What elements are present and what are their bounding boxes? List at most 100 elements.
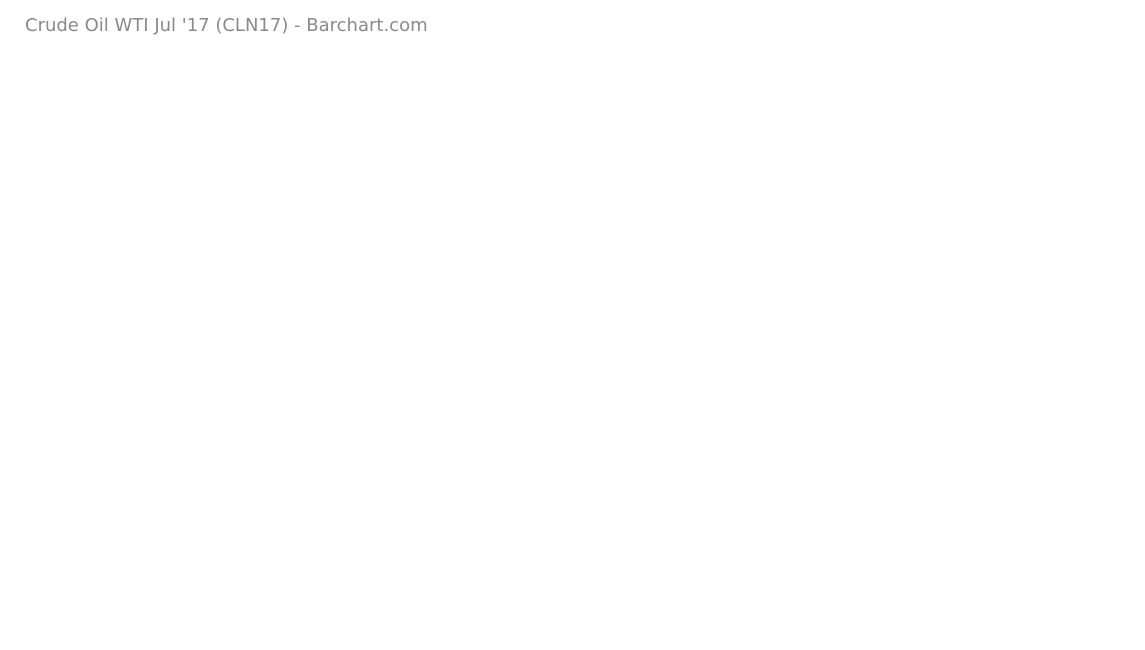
volume-bar [494, 575, 501, 588]
volume-bar [248, 583, 254, 588]
candle-body [859, 113, 867, 125]
candle-body [740, 239, 748, 248]
candle [1089, 190, 1096, 224]
candle-body [86, 142, 93, 232]
volume-bar [919, 557, 926, 588]
candle-body [604, 106, 612, 132]
candle-body [383, 87, 391, 94]
candle [341, 59, 348, 91]
candle-body [69, 192, 76, 229]
volume-bar [205, 582, 212, 588]
candle [1063, 221, 1071, 248]
candle-body [944, 213, 952, 225]
price-tick-label: 55.00 [1109, 89, 1141, 102]
price-tick-label: 57.50 [1109, 30, 1141, 43]
candle [468, 104, 476, 132]
candle [511, 81, 518, 110]
volume-bar [707, 570, 713, 588]
candle [842, 119, 850, 146]
candle-body [188, 80, 195, 106]
candle-body [26, 218, 34, 234]
volume-bar [256, 584, 263, 588]
candle [222, 71, 229, 91]
volume-tick-label: 0K [1126, 582, 1141, 595]
volume-bar [962, 547, 968, 588]
volume-bar [486, 574, 492, 588]
candle [655, 187, 663, 222]
candle [672, 211, 680, 248]
volume-bar [180, 581, 186, 588]
candle-body [307, 85, 314, 113]
candle-body [171, 78, 178, 106]
candle [409, 78, 416, 108]
candle-body [672, 218, 680, 234]
volume-bar [112, 583, 118, 588]
candle [562, 95, 569, 117]
candle [502, 83, 510, 113]
candle-body [834, 139, 841, 153]
volume-bar [384, 581, 390, 588]
volume-bar [435, 580, 441, 588]
candle [766, 225, 773, 245]
candle [681, 206, 688, 222]
volume-bar [928, 557, 934, 588]
candle-body [723, 236, 731, 240]
volume-bar [979, 525, 985, 588]
last-price-badge [1102, 190, 1142, 207]
candle-body [281, 40, 289, 51]
candle [587, 90, 595, 105]
candle [171, 74, 178, 110]
price-tick-label: 50.00 [1109, 208, 1141, 221]
volume-bar [545, 574, 552, 588]
volume-bar [630, 578, 637, 588]
volume-bar [95, 581, 101, 588]
volume-bar [324, 582, 331, 588]
candle [111, 81, 119, 117]
candle-body [987, 251, 994, 265]
candle [859, 109, 867, 129]
candle-body [1038, 258, 1045, 270]
candle-body [298, 40, 306, 82]
volume-bar [868, 572, 875, 588]
candle [834, 135, 841, 158]
volume-bar [902, 552, 909, 588]
candle [94, 104, 102, 155]
candle [893, 123, 901, 143]
candle [732, 230, 739, 253]
volume-bar [61, 584, 67, 588]
candle [638, 116, 646, 181]
volume-bar [749, 576, 756, 588]
candle [902, 133, 909, 196]
candle-body [60, 175, 68, 217]
candle [77, 199, 85, 245]
candle [910, 176, 918, 203]
volume-bar [1072, 418, 1079, 588]
candle-body [570, 90, 578, 108]
candle [1080, 211, 1088, 250]
volume-bar [715, 577, 722, 588]
volume-bar [333, 583, 339, 588]
candle-body [332, 61, 340, 80]
candle-body [536, 104, 544, 111]
candle-body [460, 78, 467, 108]
volume-bar [10, 585, 16, 588]
candle [290, 33, 297, 51]
candle-body [579, 94, 586, 101]
last-volume-label: 621K [1110, 413, 1139, 426]
candle [995, 259, 1003, 319]
candle-body [341, 75, 348, 85]
candle-body [978, 246, 986, 258]
candle [621, 104, 629, 122]
price-panel-frame [7, 9, 1099, 393]
candle [919, 190, 926, 224]
candle-body [94, 111, 102, 153]
x-tick-label: 6. Mar [609, 597, 644, 610]
volume-bar [724, 572, 730, 588]
candle-body [162, 61, 170, 73]
volume-bar [766, 571, 773, 588]
candle-body [256, 37, 263, 47]
volume-bar [409, 581, 416, 588]
volume-bar [460, 579, 467, 588]
candle-body [324, 61, 331, 87]
volume-bar [911, 560, 917, 588]
